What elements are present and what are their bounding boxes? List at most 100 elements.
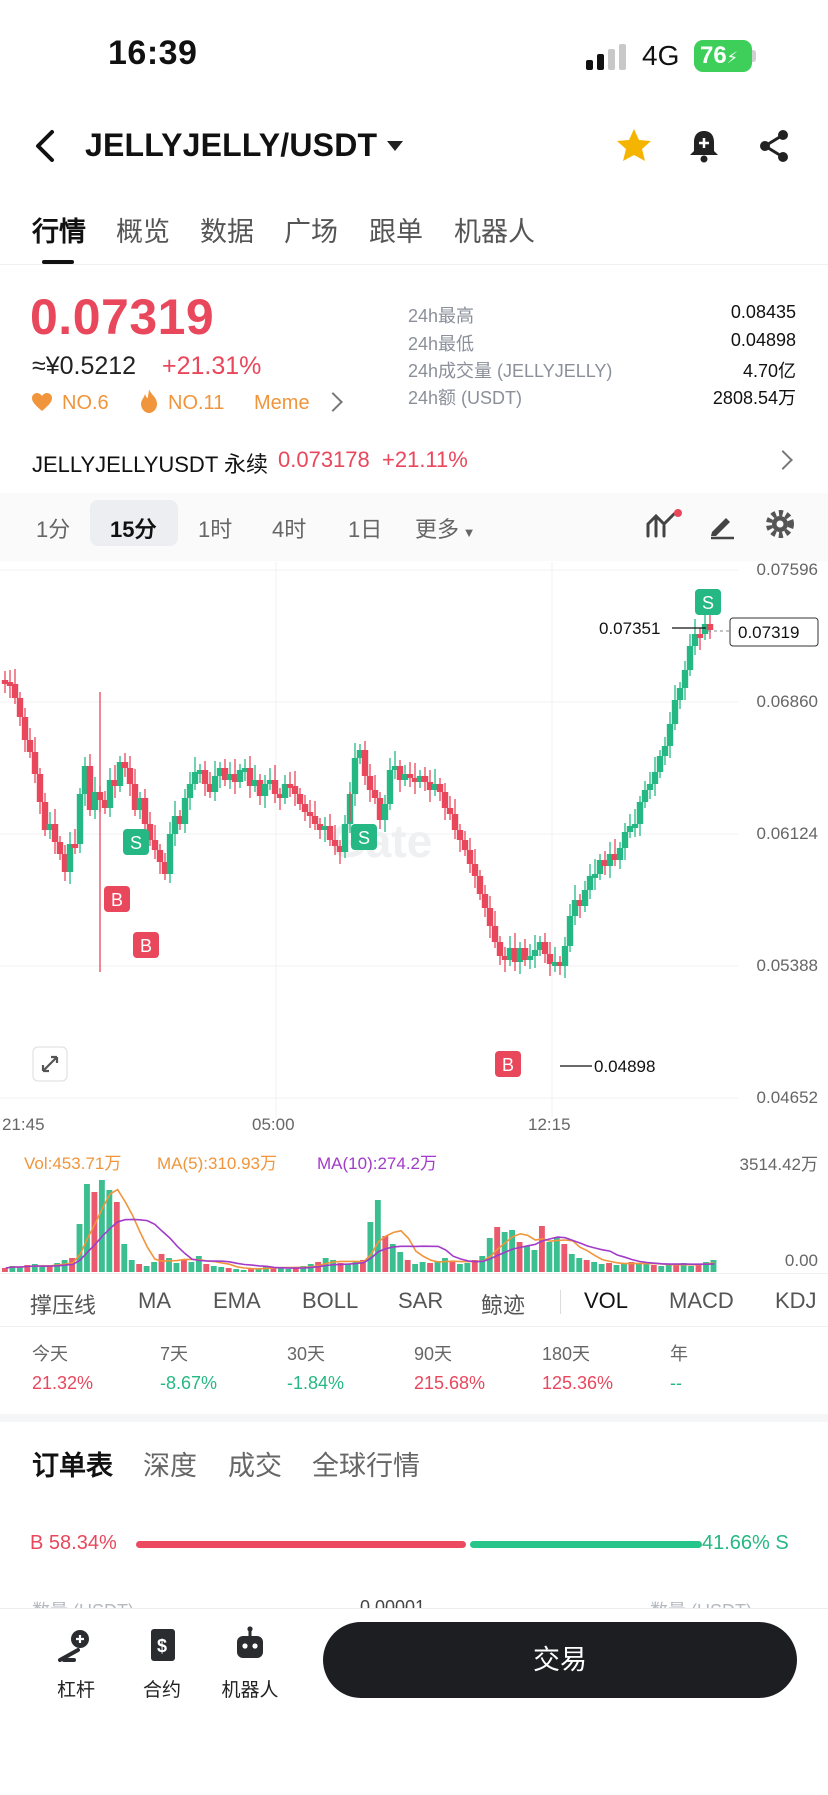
volume-bar (583, 1260, 590, 1272)
candle-body (156, 850, 164, 862)
volume-bar (479, 1256, 486, 1272)
candle-body (461, 840, 469, 850)
vol-min-label: 0.00 (784, 1251, 818, 1270)
tab-bots[interactable]: 机器人 (454, 217, 535, 247)
volume-bar (442, 1258, 448, 1272)
volume-bar (524, 1246, 530, 1272)
candle-body (611, 854, 619, 860)
interval-4h[interactable]: 4时 (272, 517, 307, 542)
tab-overview[interactable]: 概览 (116, 217, 170, 247)
candle-body (66, 844, 74, 872)
indicator-kdj[interactable]: KDJ (775, 1288, 817, 1313)
tab-orderbook[interactable]: 订单表 (32, 1451, 113, 1481)
interval-15m[interactable]: 15分 (110, 517, 157, 542)
volume-bar (2, 1268, 8, 1272)
volume-bar (352, 1262, 359, 1272)
perf-value-7d: -8.67% (160, 1373, 218, 1393)
chevron-right-icon[interactable] (323, 392, 343, 412)
candle-body (596, 860, 604, 874)
candle-body (631, 824, 639, 828)
tab-data[interactable]: 数据 (200, 217, 254, 247)
indicator-ema[interactable]: EMA (213, 1288, 261, 1313)
price-alert-bell-icon[interactable] (684, 126, 724, 166)
candle-body (36, 774, 44, 802)
volume-bar (285, 1269, 292, 1272)
tab-depth[interactable]: 深度 (143, 1451, 197, 1481)
nav-futures[interactable]: $ 合约 (122, 1626, 202, 1702)
trade-button[interactable]: 交易 (323, 1622, 797, 1698)
drawing-pen-icon[interactable] (706, 508, 738, 540)
candle-body (571, 900, 579, 916)
indicator-sar[interactable]: SAR (398, 1288, 444, 1313)
indicator-support[interactable]: 撑压线 (30, 1293, 97, 1318)
volume-bar (464, 1263, 471, 1272)
pair-dropdown-icon[interactable] (387, 141, 403, 151)
low-annotation: 0.04898 (594, 1057, 655, 1076)
volume-bar (46, 1266, 53, 1272)
candle-body (21, 717, 29, 740)
status-time: 16:39 (108, 34, 198, 72)
candle-body (251, 780, 259, 786)
candle-body (336, 846, 344, 852)
candle-body (261, 784, 269, 796)
svg-text:$: $ (157, 1636, 167, 1656)
indicator-whale[interactable]: 鲸迹 (481, 1293, 526, 1318)
tab-indicator (42, 260, 74, 264)
volume-bar (509, 1230, 516, 1272)
volume-bar (665, 1265, 672, 1272)
candle-body (686, 646, 694, 670)
volume-bar (225, 1268, 232, 1272)
interval-1m[interactable]: 1分 (36, 517, 71, 542)
tab-square[interactable]: 广场 (284, 217, 338, 247)
interval-1h[interactable]: 1时 (198, 517, 233, 542)
tab-copy-trade[interactable]: 跟单 (369, 217, 423, 247)
star-icon[interactable] (614, 126, 654, 166)
volume-bar (345, 1264, 351, 1272)
share-icon[interactable] (754, 126, 794, 166)
volume-bar (591, 1262, 598, 1272)
rank-badge-1[interactable]: NO.6 (62, 392, 109, 414)
indicator-boll[interactable]: BOLL (302, 1288, 359, 1313)
volume-bar (98, 1180, 105, 1272)
chart-settings-gear-icon[interactable] (764, 508, 796, 540)
fullscreen-expand-icon[interactable] (32, 1046, 68, 1082)
volume-bar (181, 1260, 187, 1272)
ma10-legend: MA(10):274.2万 (317, 1154, 437, 1173)
indicator-macd[interactable]: MACD (669, 1288, 734, 1313)
volume-bar (449, 1262, 456, 1272)
trade-marker: S (351, 824, 377, 850)
candle-body (591, 874, 599, 878)
volume-bar (337, 1263, 344, 1272)
candle-body (271, 780, 279, 794)
candle-body (71, 844, 79, 848)
nav-bots[interactable]: 机器人 (210, 1626, 290, 1702)
nav-futures-label: 合约 (142, 1680, 181, 1701)
candle-body (186, 784, 194, 798)
candle-body (376, 798, 384, 820)
indicator-chart-icon[interactable] (644, 506, 684, 542)
tab-market[interactable]: 行情 (32, 217, 86, 247)
indicator-vol[interactable]: VOL (584, 1288, 629, 1313)
perpetual-name[interactable]: JELLYJELLYUSDT 永续 (32, 452, 268, 477)
volume-bar (471, 1260, 478, 1272)
tab-global-market[interactable]: 全球行情 (312, 1451, 420, 1481)
candle-body (516, 948, 524, 962)
interval-more[interactable]: 更多 ▼ (415, 517, 476, 542)
nav-margin[interactable]: 杠杆 (36, 1626, 116, 1702)
indicator-ma[interactable]: MA (138, 1288, 171, 1313)
pair-title[interactable]: JELLYJELLY/USDT (85, 127, 378, 163)
trade-marker: S (695, 589, 721, 615)
candle-body (561, 946, 569, 966)
volume-bar (16, 1267, 23, 1272)
tab-trades[interactable]: 成交 (228, 1451, 282, 1481)
volume-bar (553, 1238, 560, 1272)
back-arrow-icon[interactable] (28, 126, 64, 166)
interval-1d[interactable]: 1日 (348, 517, 383, 542)
candle-body (656, 756, 664, 772)
candle-body (231, 774, 239, 782)
divider (0, 1273, 828, 1274)
candle-body (441, 792, 449, 808)
category-badge[interactable]: Meme (254, 392, 310, 414)
rank-badge-2[interactable]: NO.11 (168, 392, 225, 414)
